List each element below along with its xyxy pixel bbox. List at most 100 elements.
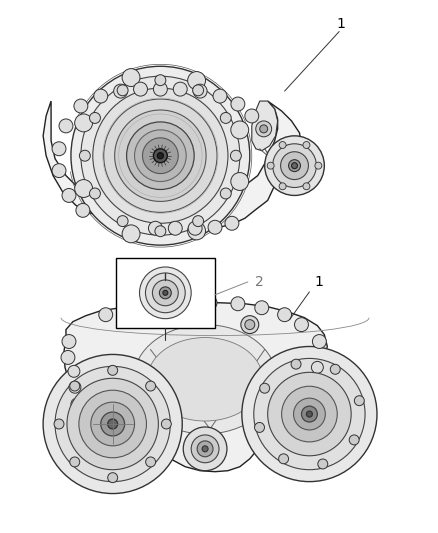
Ellipse shape (140, 267, 191, 319)
Ellipse shape (67, 378, 159, 470)
Ellipse shape (134, 130, 186, 182)
Ellipse shape (225, 216, 239, 230)
Ellipse shape (89, 112, 100, 124)
Ellipse shape (293, 398, 325, 430)
Ellipse shape (292, 415, 304, 427)
Polygon shape (252, 101, 278, 151)
Ellipse shape (79, 150, 90, 161)
Ellipse shape (254, 358, 365, 470)
Ellipse shape (268, 373, 351, 456)
Polygon shape (43, 101, 301, 230)
Ellipse shape (168, 221, 182, 235)
Ellipse shape (62, 335, 76, 349)
Ellipse shape (146, 457, 155, 467)
Ellipse shape (134, 325, 277, 434)
Ellipse shape (183, 427, 227, 471)
Ellipse shape (202, 446, 208, 452)
Ellipse shape (163, 290, 168, 295)
Ellipse shape (178, 297, 192, 311)
Ellipse shape (231, 121, 249, 139)
Ellipse shape (294, 318, 308, 332)
Ellipse shape (157, 153, 163, 159)
Ellipse shape (71, 66, 250, 245)
Ellipse shape (281, 152, 308, 180)
Ellipse shape (203, 296, 217, 310)
Ellipse shape (160, 314, 170, 325)
Ellipse shape (117, 216, 128, 227)
Ellipse shape (231, 173, 249, 190)
Ellipse shape (156, 311, 174, 329)
Ellipse shape (69, 381, 81, 393)
Ellipse shape (273, 144, 316, 188)
Ellipse shape (279, 142, 286, 149)
Ellipse shape (187, 222, 205, 240)
Text: 1: 1 (315, 275, 324, 289)
Ellipse shape (241, 316, 259, 334)
Ellipse shape (152, 298, 165, 312)
Ellipse shape (62, 189, 76, 203)
Ellipse shape (230, 150, 241, 161)
Ellipse shape (278, 308, 292, 321)
Ellipse shape (307, 411, 312, 417)
Ellipse shape (75, 180, 92, 197)
Ellipse shape (122, 69, 140, 86)
Ellipse shape (187, 71, 205, 90)
Ellipse shape (191, 435, 219, 463)
Ellipse shape (256, 121, 272, 137)
Ellipse shape (43, 354, 182, 494)
Ellipse shape (188, 221, 202, 235)
Ellipse shape (138, 134, 182, 177)
Ellipse shape (193, 216, 204, 227)
Ellipse shape (291, 359, 301, 369)
Ellipse shape (265, 136, 324, 196)
Ellipse shape (134, 82, 148, 96)
Ellipse shape (330, 365, 340, 374)
Ellipse shape (153, 82, 167, 96)
Ellipse shape (104, 99, 217, 212)
Ellipse shape (91, 402, 134, 446)
Ellipse shape (282, 386, 337, 442)
Ellipse shape (127, 122, 194, 190)
Ellipse shape (318, 459, 328, 469)
Ellipse shape (208, 220, 222, 234)
Ellipse shape (117, 85, 128, 96)
Ellipse shape (155, 75, 166, 86)
Ellipse shape (81, 76, 240, 235)
Text: 1: 1 (337, 17, 346, 30)
Ellipse shape (260, 383, 270, 393)
Ellipse shape (220, 112, 231, 124)
Ellipse shape (74, 99, 88, 113)
Ellipse shape (108, 473, 118, 482)
Ellipse shape (289, 160, 300, 172)
Ellipse shape (152, 280, 178, 306)
Ellipse shape (159, 287, 171, 299)
Ellipse shape (54, 419, 64, 429)
Ellipse shape (70, 381, 80, 391)
Ellipse shape (245, 320, 255, 329)
Ellipse shape (242, 346, 377, 482)
Ellipse shape (108, 365, 118, 375)
Ellipse shape (279, 183, 286, 190)
Ellipse shape (173, 82, 187, 96)
Ellipse shape (61, 351, 75, 365)
Ellipse shape (70, 457, 80, 467)
Ellipse shape (197, 441, 213, 457)
Ellipse shape (148, 221, 162, 235)
Ellipse shape (145, 273, 185, 313)
Ellipse shape (148, 143, 173, 168)
Ellipse shape (68, 365, 80, 377)
Ellipse shape (254, 423, 265, 432)
Polygon shape (64, 303, 327, 472)
Ellipse shape (71, 398, 83, 410)
Ellipse shape (52, 164, 66, 177)
Ellipse shape (193, 84, 207, 98)
Ellipse shape (314, 391, 325, 403)
Ellipse shape (231, 297, 245, 311)
Ellipse shape (75, 425, 87, 437)
Ellipse shape (93, 88, 228, 223)
Ellipse shape (89, 188, 100, 199)
Ellipse shape (55, 366, 170, 482)
Ellipse shape (153, 149, 167, 163)
Ellipse shape (349, 435, 359, 445)
Ellipse shape (220, 188, 231, 199)
